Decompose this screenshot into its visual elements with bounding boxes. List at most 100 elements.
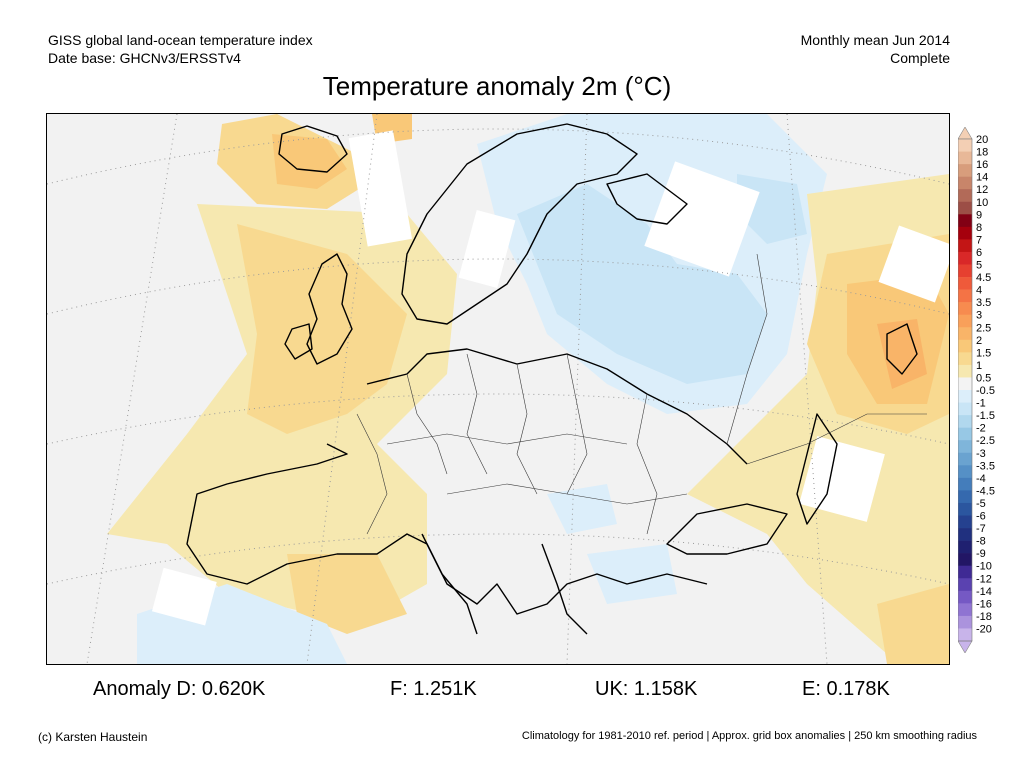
legend-swatch [958, 164, 972, 177]
legend-swatch [958, 528, 972, 541]
legend-swatch [958, 139, 972, 152]
data-base: Date base: GHCNv3/ERSSTv4 [48, 50, 241, 66]
legend-swatch [958, 565, 972, 579]
coast-finland [606, 173, 688, 225]
warm-region-iceland-core [272, 134, 347, 189]
coast-mediterranean [186, 443, 708, 615]
legend-label: 0.5 [976, 372, 991, 384]
coast-aral [886, 323, 918, 375]
legend-swatch [958, 578, 972, 592]
legend-swatch [958, 415, 972, 428]
legend-label: 7 [976, 234, 982, 246]
legend-label: -5 [976, 498, 986, 510]
legend-label: -4.5 [976, 485, 995, 497]
anomaly-stats: Anomaly D: 0.620K F: 1.251K UK: 1.158K E… [0, 678, 1024, 708]
legend-label: 12 [976, 184, 988, 196]
legend-label: -0.5 [976, 385, 995, 397]
legend-swatch [958, 628, 972, 642]
legend-swatch [958, 477, 972, 491]
legend-swatch [958, 402, 972, 416]
legend-swatch [958, 490, 972, 504]
legend-label: 8 [976, 222, 982, 234]
legend-label: 3.5 [976, 297, 991, 309]
legend-label: 14 [976, 172, 988, 184]
warm-patch-southeast [877, 584, 949, 664]
coast-caspian [796, 413, 838, 525]
missing-data-box [799, 436, 885, 522]
legend-swatch [958, 264, 972, 278]
legend-swatch [958, 339, 972, 353]
legend-label: 6 [976, 247, 982, 259]
stat-europe: E: 0.178K [802, 678, 890, 700]
legend-swatch [958, 151, 972, 165]
coast-iceland [278, 125, 348, 173]
legend-swatch [958, 502, 972, 516]
country-borders [356, 253, 927, 535]
legend-label: 4.5 [976, 272, 991, 284]
legend-label: 9 [976, 209, 982, 221]
legend-swatch [958, 390, 972, 403]
legend-label: -12 [976, 573, 992, 585]
legend-swatch [958, 364, 972, 378]
methodology-note: Climatology for 1981-2010 ref. period | … [521, 730, 977, 742]
cold-patch-turkey [587, 544, 677, 604]
legend-label: 3 [976, 310, 982, 322]
legend-label: -1.5 [976, 410, 995, 422]
legend-swatch [958, 176, 972, 190]
legend-label: 20 [976, 134, 988, 146]
legend-label: -4 [976, 473, 986, 485]
coast-ireland [284, 323, 313, 360]
legend-label: -8 [976, 536, 986, 548]
legend-swatch [958, 590, 972, 604]
legend-swatch [958, 465, 972, 479]
legend-swatch [958, 189, 972, 203]
legend-label: -16 [976, 598, 992, 610]
legend-swatch [958, 239, 972, 253]
warm-region-mediterranean [287, 554, 407, 634]
legend-label: -3 [976, 448, 986, 460]
legend-swatch [958, 277, 972, 290]
stat-france: F: 1.251K [390, 678, 477, 700]
legend-swatch [958, 201, 972, 215]
legend-swatch [958, 440, 972, 454]
legend-swatch [958, 377, 972, 391]
map-title: Temperature anomaly 2m (°C) [322, 71, 672, 101]
legend-label: -9 [976, 548, 986, 560]
legend-arrow-bottom [957, 640, 973, 654]
legend-label: -6 [976, 511, 986, 523]
legend-label: -3.5 [976, 460, 995, 472]
missing-data-box [458, 210, 516, 288]
legend-label: 18 [976, 147, 988, 159]
legend-swatch [958, 352, 972, 366]
legend-swatch [958, 553, 972, 566]
cold-patch-balkans [547, 484, 617, 534]
legend-swatch [958, 515, 972, 529]
missing-data-box [644, 161, 760, 277]
warm-region-france [237, 224, 407, 434]
coast-italy [421, 533, 478, 635]
map-canvas [47, 114, 949, 664]
legend-swatch [958, 540, 972, 554]
legend-swatch [958, 314, 972, 328]
legend-swatch [958, 289, 972, 303]
legend-canvas: 201816141210987654.543.532.521.510.5-0.5… [957, 126, 995, 654]
legend-swatch [958, 302, 972, 315]
anomaly-map [46, 113, 950, 665]
header-left: GISS global land-ocean temperature index… [48, 31, 313, 67]
legend-label: -14 [976, 586, 992, 598]
coast-scandinavia [401, 123, 638, 325]
dataset-title: GISS global land-ocean temperature index [48, 32, 313, 48]
completeness-label: Complete [890, 50, 950, 66]
legend-swatch [958, 427, 972, 441]
coast-greece [541, 543, 588, 635]
legend-label: 2 [976, 335, 982, 347]
legend-swatch [958, 603, 972, 617]
legend-label: -2.5 [976, 435, 995, 447]
period-label: Monthly mean Jun 2014 [800, 32, 950, 48]
legend-swatch [958, 615, 972, 629]
legend-swatch [958, 226, 972, 240]
missing-data-box [151, 567, 217, 626]
legend-swatch [958, 327, 972, 341]
header-right: Monthly mean Jun 2014 Complete [801, 31, 950, 67]
legend-label: -20 [976, 623, 992, 635]
